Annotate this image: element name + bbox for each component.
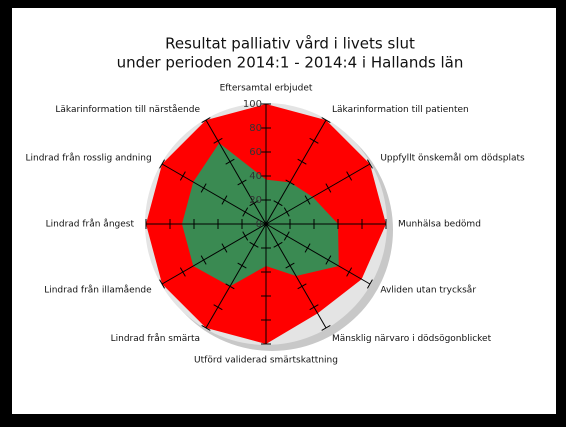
y-tick-label: 60	[249, 147, 262, 158]
category-label: Avliden utan trycksår	[380, 285, 476, 296]
tick-mark	[201, 117, 211, 124]
tick-mark	[273, 200, 283, 207]
tick-mark	[221, 243, 228, 253]
tick-mark	[159, 159, 166, 169]
chart-title: Resultat palliativ vård i livets slut	[165, 35, 415, 53]
tick-mark	[366, 279, 373, 289]
category-label: Munhälsa bedömd	[398, 220, 481, 230]
tick-mark	[321, 324, 331, 331]
tick-mark	[159, 279, 166, 289]
category-label: Uppfyllt önskemål om dödsplats	[380, 153, 525, 164]
y-tick-label: 80	[249, 123, 262, 134]
tick-mark	[237, 262, 247, 269]
spoke	[161, 223, 267, 285]
tick-mark	[242, 207, 249, 217]
tick-mark	[273, 241, 283, 248]
spoke	[265, 223, 371, 285]
spoke	[265, 223, 327, 329]
tick-mark	[346, 171, 353, 181]
category-label: Läkarinformation till patienten	[332, 105, 469, 115]
spoke	[161, 163, 267, 225]
tick-mark	[325, 183, 332, 193]
tick-mark	[225, 158, 235, 165]
tick-mark	[283, 207, 290, 217]
tick-mark	[325, 255, 332, 265]
tick-mark	[285, 179, 295, 186]
tick-mark	[213, 304, 223, 311]
category-label: Lindrad från smärta	[111, 333, 200, 344]
tick-mark	[321, 117, 331, 124]
category-label: Lindrad från illamående	[44, 285, 152, 296]
category-label: Lindrad från rosslig andning	[25, 153, 151, 164]
chart-subtitle: under perioden 2014:1 - 2014:4 i Halland…	[117, 54, 464, 72]
tick-mark	[201, 324, 211, 331]
tick-mark	[297, 158, 307, 165]
category-label: Lindrad från ångest	[46, 219, 135, 230]
spoke	[205, 223, 267, 329]
category-label: Eftersamtal erbjudet	[220, 84, 313, 94]
tick-mark	[249, 200, 259, 207]
tick-mark	[297, 283, 307, 290]
tick-mark	[200, 255, 207, 265]
tick-mark	[200, 183, 207, 193]
y-tick-label: 20	[249, 195, 262, 206]
y-tick-label: 40	[249, 171, 262, 182]
tick-mark	[237, 179, 247, 186]
tick-mark	[304, 195, 311, 205]
tick-mark	[283, 231, 290, 241]
category-label: Läkarinformation till närstående	[55, 104, 200, 115]
tick-mark	[346, 267, 353, 277]
y-tick-label: 100	[243, 99, 262, 110]
tick-mark	[309, 137, 319, 144]
y-tick-label: 0	[256, 219, 262, 230]
spoke	[205, 119, 267, 225]
tick-mark	[213, 137, 223, 144]
tick-mark	[225, 283, 235, 290]
tick-mark	[221, 195, 228, 205]
tick-mark	[304, 243, 311, 253]
tick-mark	[366, 159, 373, 169]
spoke	[265, 163, 371, 225]
tick-mark	[242, 231, 249, 241]
tick-mark	[249, 241, 259, 248]
tick-mark	[285, 262, 295, 269]
tick-mark	[179, 267, 186, 277]
spoke	[265, 119, 327, 225]
tick-mark	[179, 171, 186, 181]
category-label: Utförd validerad smärtskattning	[194, 356, 338, 366]
category-label: Mänsklig närvaro i dödsögonblicket	[332, 334, 492, 344]
tick-mark	[309, 304, 319, 311]
